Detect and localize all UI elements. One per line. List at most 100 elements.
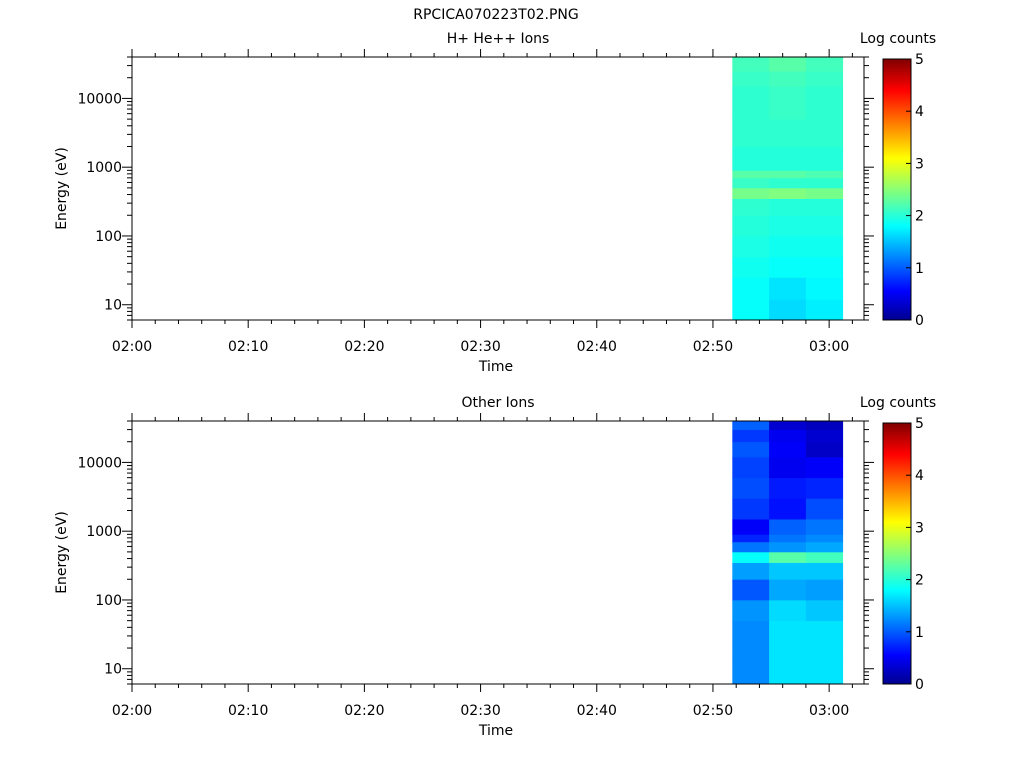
heatmap-cell	[805, 663, 844, 685]
heatmap-cell	[769, 641, 807, 664]
heatmap-cell	[805, 641, 844, 664]
y-tick-label: 10000	[77, 455, 122, 471]
colorbar-tick-label: 1	[915, 261, 924, 277]
plot-frame	[131, 420, 865, 685]
heatmap-cell	[732, 256, 770, 278]
heatmap-cell	[805, 277, 844, 300]
heatmap-cell	[769, 119, 807, 147]
colorbar-tick-label: 4	[915, 468, 924, 484]
colorbar-tick-label: 1	[915, 625, 924, 641]
colorbar: 0 1 2 3 4 5 Log counts	[860, 31, 936, 329]
heatmap-cells	[732, 421, 844, 685]
heatmap-cell	[805, 215, 844, 237]
heatmap-cell	[732, 170, 770, 179]
heatmap-cell	[732, 429, 770, 443]
heatmap-cell	[769, 562, 807, 580]
heatmap-cell	[769, 177, 807, 189]
heatmap-cell	[769, 620, 807, 642]
x-tick-label: 02:00	[112, 703, 152, 719]
x-tick-label: 03:00	[809, 339, 849, 355]
colorbar-label: Log counts	[860, 395, 936, 411]
y-axis: 10 100 1000 10000 Energy (eV)	[54, 420, 874, 685]
heatmap-cell	[805, 429, 844, 443]
heatmap-cell	[769, 146, 807, 171]
heatmap-cell	[732, 441, 770, 458]
heatmap-cell	[732, 579, 770, 601]
heatmap-cell	[805, 541, 844, 553]
heatmap-cell	[769, 170, 807, 179]
heatmap-cell	[732, 235, 770, 258]
y-axis-label: Energy (eV)	[54, 147, 70, 230]
heatmap-cell	[732, 641, 770, 664]
heatmap-cell	[769, 551, 807, 563]
colorbar-tick-label: 3	[915, 520, 924, 536]
heatmap-cell	[805, 256, 844, 278]
y-tick-label: 10	[104, 298, 122, 314]
x-tick-label: 02:20	[344, 703, 384, 719]
heatmap-cell	[769, 198, 807, 216]
heatmap-cell	[805, 187, 844, 199]
heatmap-cell	[769, 187, 807, 199]
heatmap-cell	[732, 534, 770, 543]
x-tick-label: 02:10	[228, 703, 268, 719]
heatmap-cell	[732, 551, 770, 563]
heatmap-cell	[769, 477, 807, 499]
heatmap-cell	[732, 57, 770, 72]
colorbar-tick-label: 5	[915, 416, 924, 432]
colorbar-label: Log counts	[860, 31, 936, 47]
panel-title: Other Ions	[461, 395, 534, 411]
heatmap-cell	[732, 456, 770, 479]
heatmap-cell	[769, 441, 807, 458]
heatmap-cell	[769, 599, 807, 622]
heatmap-cell	[769, 277, 807, 300]
heatmap-cell	[732, 177, 770, 189]
x-tick-label: 03:00	[809, 703, 849, 719]
heatmap-cell	[732, 215, 770, 237]
heatmap-cell	[769, 456, 807, 479]
x-tick-label: 02:50	[693, 703, 733, 719]
heatmap-cell	[732, 277, 770, 300]
heatmap-cell	[805, 498, 844, 520]
heatmap-cell	[732, 86, 770, 120]
heatmap-cell	[805, 146, 844, 171]
heatmap-cell	[769, 498, 807, 520]
y-tick-label: 1000	[86, 160, 122, 176]
heatmap-cell	[732, 620, 770, 642]
heatmap-cell	[732, 519, 770, 535]
x-axis: 02:00 02:10 02:20 02:30 02:40 02:50 03:00 Time	[112, 413, 853, 739]
x-tick-label: 02:10	[228, 339, 268, 355]
heatmap-cell	[805, 421, 844, 430]
x-tick-label: 02:30	[460, 703, 500, 719]
heatmap-cell	[805, 562, 844, 580]
heatmap-cell	[732, 562, 770, 580]
colorbar-tick-label: 5	[915, 52, 924, 68]
heatmap-cell	[805, 71, 844, 87]
colorbar-tick-label: 2	[915, 573, 924, 589]
heatmap-cell	[805, 177, 844, 189]
heatmap-cell	[732, 498, 770, 520]
heatmap-cell	[769, 421, 807, 430]
x-axis-label: Time	[478, 359, 513, 375]
heatmap-cell	[769, 663, 807, 685]
heatmap-cell	[769, 579, 807, 601]
heatmap-cell	[805, 620, 844, 642]
heatmap-cell	[805, 579, 844, 601]
panel-other-ions: Other Ions 02:00 02:10 02:20 02:30 02:40 02:50…	[54, 395, 936, 739]
heatmap-cell	[805, 198, 844, 216]
x-axis-label: Time	[478, 723, 513, 739]
heatmap-cells	[732, 57, 844, 321]
x-axis: 02:00 02:10 02:20 02:30 02:40 02:50 03:00 Time	[112, 49, 853, 375]
figure-title: RPCICA070223T02.PNG	[413, 7, 578, 23]
heatmap-cell	[732, 663, 770, 685]
colorbar-tick-label: 0	[915, 313, 924, 329]
colorbar-tick-label: 4	[915, 104, 924, 120]
heatmap-cell	[732, 599, 770, 622]
heatmap-cell	[769, 71, 807, 87]
y-tick-label: 10000	[77, 91, 122, 107]
heatmap-cell	[769, 429, 807, 443]
heatmap-cell	[732, 421, 770, 430]
colorbar-tick-label: 2	[915, 209, 924, 225]
heatmap-cell	[732, 187, 770, 199]
colorbar-tick-label: 0	[915, 677, 924, 693]
